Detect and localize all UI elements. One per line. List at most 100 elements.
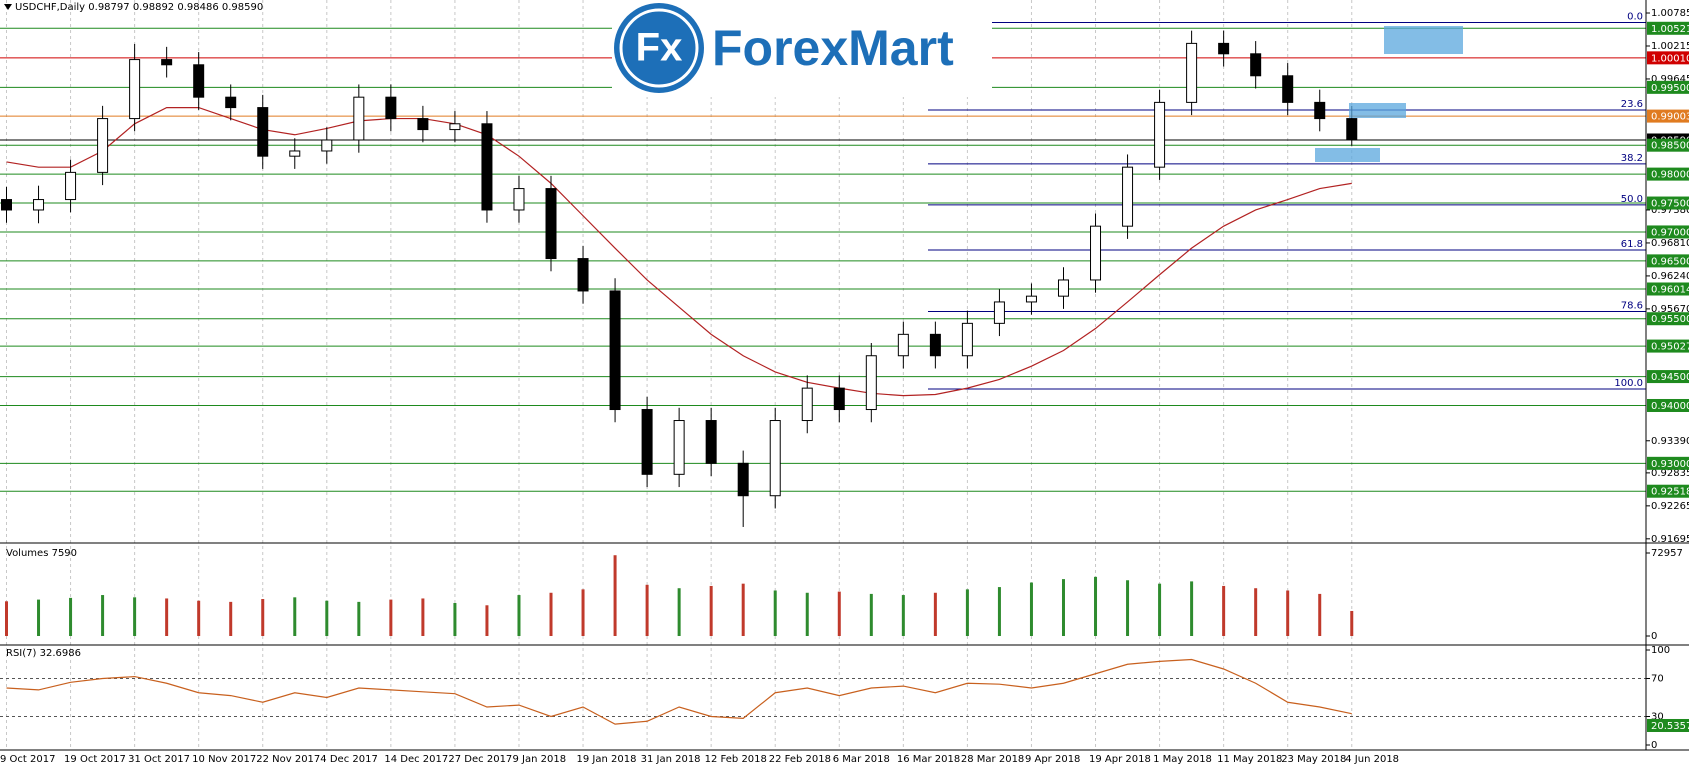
level-label-box [1647,80,1689,94]
candle-body [1,199,12,211]
level-label-box [1647,456,1689,470]
fib-label: 23.6 [1621,99,1643,110]
y-tick-label: 72957 [1651,548,1683,559]
y-tick-label: 0 [1651,631,1657,642]
volume-bar [677,588,681,636]
level-label: 0.92518 [1651,487,1689,498]
volume-bar [645,584,649,636]
candle-body [417,118,429,131]
level-label-box [1647,138,1689,152]
x-tick-label: 11 May 2018 [1217,754,1282,765]
level-label-box [1647,282,1689,296]
volume-bar [1094,576,1098,636]
x-tick-label: 23 May 2018 [1281,754,1346,765]
volume-bar [1126,580,1130,636]
candle-body [321,139,333,152]
y-tick-label: 0.92265 [1651,501,1689,512]
x-tick-label: 31 Oct 2017 [128,754,190,765]
level-label: 0.94500 [1651,372,1689,383]
candle-body [705,420,717,464]
volume-bar [1029,582,1033,636]
volume-bar [1190,581,1194,636]
candle-body [673,420,685,475]
x-tick-label: 31 Jan 2018 [641,754,701,765]
candle-body [1057,279,1069,297]
x-tick-label: 6 Mar 2018 [833,754,890,765]
level-label: 0.95500 [1651,314,1689,325]
y-tick-label: 0 [1651,740,1657,751]
y-tick-label: 100 [1651,645,1670,656]
level-label-box [1647,339,1689,353]
level-label: 0.97000 [1651,227,1689,238]
candle-body [289,150,301,157]
candle-body [225,96,237,109]
volume-bar [805,592,809,636]
volume-bar [197,600,201,636]
level-label: 0.98000 [1651,170,1689,181]
x-tick-label: 9 Apr 2018 [1025,754,1080,765]
candle-body [481,123,493,211]
level-label-box [1647,51,1689,65]
volume-title: Volumes 7590 [6,548,77,559]
title-icon [4,4,12,10]
rsi-marker-box [1647,718,1689,732]
candle-body [1025,295,1037,303]
marks [1,30,1358,725]
candle-body [33,199,45,211]
volume-bar [5,601,8,636]
candle-body [385,96,397,120]
y-tick-label: 30 [1651,712,1664,723]
y-tick-label: 0.95670 [1651,304,1689,315]
level-label: 1.00521 [1651,24,1689,35]
volume-bar [1061,579,1065,636]
logo: Fx ForexMart [612,0,992,97]
candle-body [449,123,461,131]
fib-label: 78.6 [1621,300,1643,311]
volume-bar [741,583,745,636]
volume-bar [485,605,489,636]
x-tick-label: 10 Nov 2017 [192,754,256,765]
fib-label: 0.0 [1627,12,1643,23]
volume-bar [421,598,425,636]
level-label: 0.94000 [1651,401,1689,412]
candle-body [193,64,205,98]
fib-label: 38.2 [1621,153,1643,164]
volume-bar [837,591,841,636]
levels [0,22,1646,492]
x-tick-label: 19 Apr 2018 [1089,754,1151,765]
pattern-box [1349,103,1406,118]
x-tick-label: 28 Mar 2018 [961,754,1024,765]
y-tick-label: 1.00785 [1651,8,1689,19]
volume-bar [997,587,1001,636]
volume-bar [709,585,713,636]
volume-bar [293,597,297,636]
candle-body [577,258,589,292]
candle-body [833,387,845,411]
y-tick-label: 0.96810 [1651,238,1689,249]
candle-body [1314,101,1326,120]
candle-body [97,118,109,173]
candle-body [1090,225,1102,281]
x-tick-label: 19 Jan 2018 [577,754,637,765]
volume-bar [1286,590,1290,636]
candle-body [1122,166,1134,227]
x-tick-label: 1 May 2018 [1153,754,1212,765]
level-label: 0.97500 [1651,199,1689,210]
rsi-marker-label: 20.5357 [1651,721,1689,732]
candle-body [929,333,941,357]
y-tick-label: 0.93390 [1651,436,1689,447]
candle-body [641,409,653,475]
candle-body [1346,118,1358,141]
x-tick-label: 19 Oct 2017 [64,754,126,765]
volume-bar [1350,610,1354,636]
volume-bar [101,595,105,636]
volume-bar [1318,593,1322,636]
volume-bar [549,592,553,636]
volume-bar [581,589,585,636]
candle-body [513,188,525,211]
candle-body [897,333,909,357]
candle-body [801,387,813,422]
volume-bar [965,589,969,636]
candle-body [257,107,269,157]
candle-body [993,301,1005,324]
